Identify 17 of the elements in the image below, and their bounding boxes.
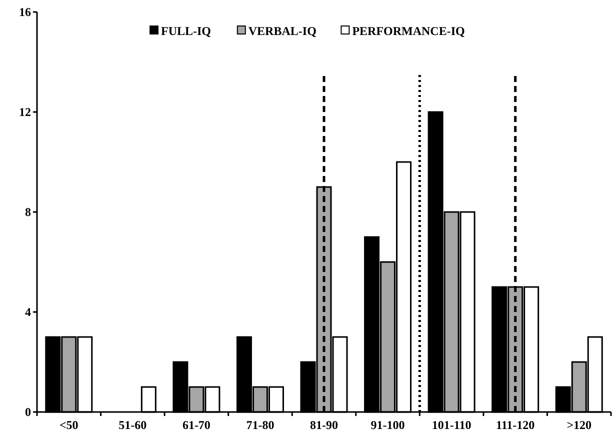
x-tick-label: 51-60 — [118, 418, 147, 432]
y-tick-label: 4 — [25, 305, 31, 319]
x-tick-label: 61-70 — [182, 418, 210, 432]
x-tick-label: 101-110 — [432, 418, 472, 432]
x-tick-label: 91-100 — [370, 418, 405, 432]
legend-label: VERBAL-IQ — [248, 24, 316, 38]
y-tick-label: 12 — [19, 105, 31, 119]
legend-label: FULL-IQ — [161, 24, 212, 38]
x-tick-label: <50 — [59, 418, 78, 432]
legend-label: PERFORMANCE-IQ — [352, 24, 465, 38]
y-tick-label: 8 — [25, 205, 31, 219]
x-tick-label: >120 — [566, 418, 592, 432]
x-tick-label: 71-80 — [246, 418, 274, 432]
x-tick-label: 111-120 — [496, 418, 535, 432]
x-tick-label: 81-90 — [310, 418, 338, 432]
y-tick-label: 0 — [25, 405, 31, 419]
y-tick-label: 16 — [19, 5, 31, 19]
